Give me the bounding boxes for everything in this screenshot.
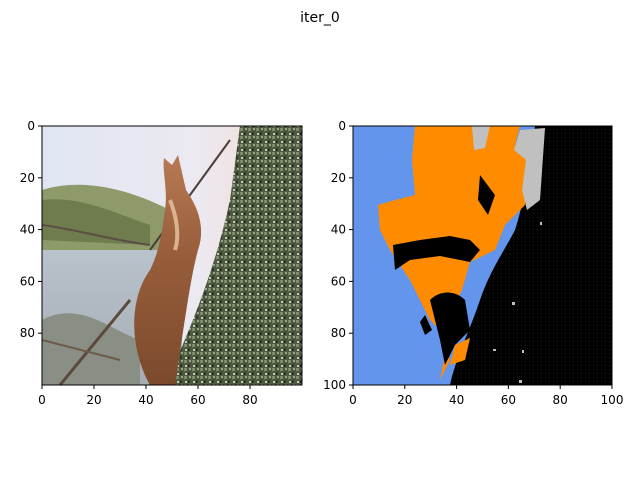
segmentation-y-tick-label: 100 (323, 378, 346, 392)
squirrel (134, 155, 202, 385)
axes-original: 0 20 40 60 80 0 20 40 60 80 (20, 119, 258, 407)
original-y-tick-label: 80 (20, 326, 35, 340)
original-y-tick-label: 40 (20, 223, 35, 237)
original-x-tick-label: 80 (242, 393, 257, 407)
branch (58, 299, 132, 385)
axes-frame-segmentation (352, 125, 613, 386)
segmentation-y-tick-label: 80 (331, 326, 346, 340)
segmentation-x-tick-label: 40 (449, 393, 464, 407)
segment-other (472, 126, 490, 150)
image-panel-segmentation (353, 126, 612, 385)
segmentation-x-tick-label: 20 (397, 393, 412, 407)
segmentation-y-tick-label: 0 (338, 119, 346, 133)
segmentation-x-tick-label: 100 (601, 393, 624, 407)
figure-title: iter_0 (300, 10, 340, 26)
segmentation-y-tick-label: 20 (331, 171, 346, 185)
segmentation-x-tick-label: 60 (501, 393, 516, 407)
axes-frame-original (41, 125, 303, 386)
original-x-tick-label: 20 (86, 393, 101, 407)
segmentation-x-tick-label: 80 (553, 393, 568, 407)
original-x-tick-label: 40 (138, 393, 153, 407)
image-panel-original (42, 126, 302, 385)
segment-tree-fringe (393, 236, 480, 270)
original-x-tick-label: 0 (38, 393, 46, 407)
segmentation-x-tick-label: 0 (349, 393, 357, 407)
original-x-tick-label: 60 (190, 393, 205, 407)
original-y-tick-label: 0 (27, 119, 35, 133)
segment-tree (450, 126, 612, 385)
original-y-tick-label: 60 (20, 274, 35, 288)
tree-trunk (165, 126, 302, 385)
segmentation-y-tick-label: 40 (331, 223, 346, 237)
segmentation-y-tick-label: 60 (331, 274, 346, 288)
original-y-tick-label: 20 (20, 171, 35, 185)
